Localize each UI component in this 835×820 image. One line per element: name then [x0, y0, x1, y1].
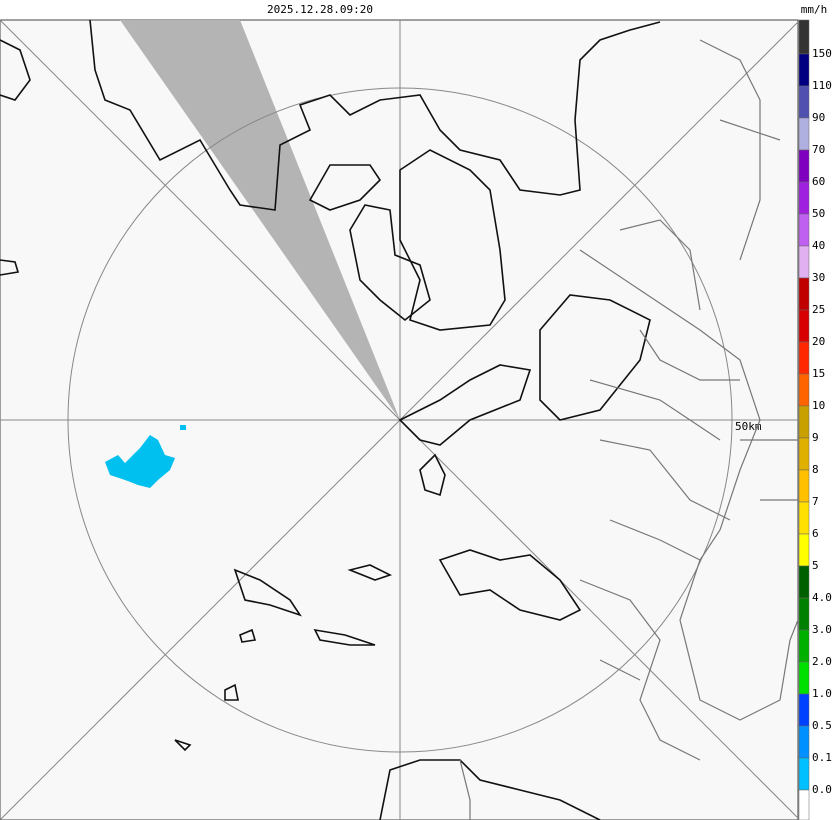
coastline — [399, 149, 506, 331]
guide-line — [0, 21, 799, 820]
legend-swatch — [798, 533, 810, 567]
legend-label: 110 — [812, 79, 832, 92]
legend-swatch — [798, 693, 810, 727]
coastline — [0, 39, 31, 276]
timestamp: 2025.12.28.09:20 — [267, 3, 373, 16]
legend-label: 60 — [812, 175, 825, 188]
legend-swatch — [798, 437, 810, 471]
legend-swatch — [798, 117, 810, 151]
legend-label: 7 — [812, 495, 819, 508]
legend-label: 0.0 — [812, 783, 832, 796]
coastline — [419, 453, 446, 497]
coastline — [308, 164, 382, 211]
legend: 150 110 90 70 60 50 40 30 25 20 15 10 9 8 7 6 5 4.0 3.0 2.0… — [798, 19, 832, 820]
legend-label: 3.0 — [812, 623, 832, 636]
legend-swatch — [798, 149, 810, 183]
legend-swatch — [798, 405, 810, 439]
coastline — [233, 568, 302, 617]
range-label: 50km — [735, 420, 762, 433]
legend-swatch — [798, 597, 810, 631]
legend-swatch — [798, 213, 810, 247]
legend-label: 0.1 — [812, 751, 832, 764]
legend-label: 25 — [812, 303, 825, 316]
legend-swatch — [798, 53, 810, 87]
coastline — [438, 549, 582, 621]
coastline — [398, 364, 532, 446]
legend-swatch — [798, 85, 810, 119]
guide-line — [0, 19, 799, 819]
legend-swatch — [798, 629, 810, 663]
admin-border — [459, 39, 799, 820]
legend-swatch — [798, 725, 810, 759]
legend-swatch — [798, 501, 810, 535]
coastline — [313, 628, 376, 646]
legend-label: 2.0 — [812, 655, 832, 668]
legend-swatch — [798, 19, 810, 55]
coastline — [89, 19, 661, 211]
legend-swatch — [798, 341, 810, 375]
legend-swatch — [798, 789, 810, 820]
legend-label: 0.5 — [812, 719, 832, 732]
legend-label: 5 — [812, 559, 819, 572]
legend-label: 30 — [812, 271, 825, 284]
legend-label: 1.0 — [812, 687, 832, 700]
legend-swatch — [798, 373, 810, 407]
legend-swatch — [798, 181, 810, 215]
legend-label: 8 — [812, 463, 819, 476]
coastline — [174, 628, 257, 752]
legend-label: 9 — [812, 431, 819, 444]
legend-swatch — [798, 469, 810, 503]
legend-label: 40 — [812, 239, 825, 252]
legend-label: 6 — [812, 527, 819, 540]
coastline — [539, 294, 651, 421]
coastline — [379, 759, 601, 820]
coastline — [347, 564, 393, 581]
legend-label: 70 — [812, 143, 825, 156]
legend-swatch — [798, 245, 810, 279]
legend-swatch — [798, 309, 810, 343]
legend-label: 4.0 — [812, 591, 832, 604]
legend-swatch — [798, 661, 810, 695]
legend-swatch — [798, 277, 810, 311]
legend-swatch — [798, 565, 810, 599]
legend-label: 50 — [812, 207, 825, 220]
blocked-sector — [120, 20, 400, 420]
legend-label: 150 — [812, 47, 832, 60]
legend-label: 20 — [812, 335, 825, 348]
legend-label: 10 — [812, 399, 825, 412]
legend-label: 15 — [812, 367, 825, 380]
coastline — [349, 204, 431, 322]
radar-echo — [105, 425, 186, 488]
map: 50km — [0, 19, 799, 820]
legend-swatch — [798, 757, 810, 791]
unit-label: mm/h — [801, 3, 828, 16]
legend-label: 90 — [812, 111, 825, 124]
